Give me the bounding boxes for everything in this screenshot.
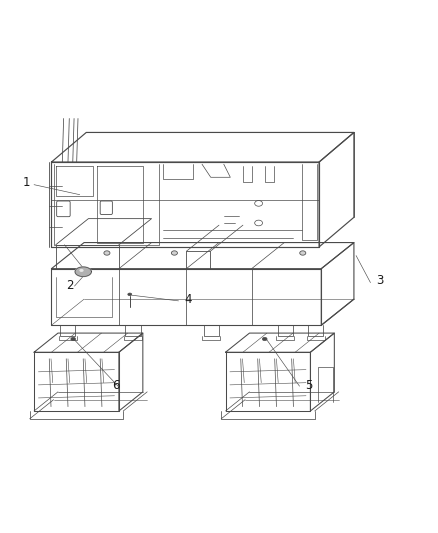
Ellipse shape <box>71 337 76 341</box>
Text: 1: 1 <box>23 176 31 189</box>
Text: 6: 6 <box>113 379 120 392</box>
Polygon shape <box>75 267 92 277</box>
Ellipse shape <box>300 251 306 255</box>
Ellipse shape <box>171 251 177 255</box>
Ellipse shape <box>128 293 132 296</box>
Ellipse shape <box>262 337 267 341</box>
Text: 4: 4 <box>184 293 192 306</box>
Text: 5: 5 <box>305 379 312 392</box>
Text: 3: 3 <box>376 274 383 287</box>
Text: 2: 2 <box>66 279 73 292</box>
Ellipse shape <box>79 269 84 272</box>
Ellipse shape <box>104 251 110 255</box>
